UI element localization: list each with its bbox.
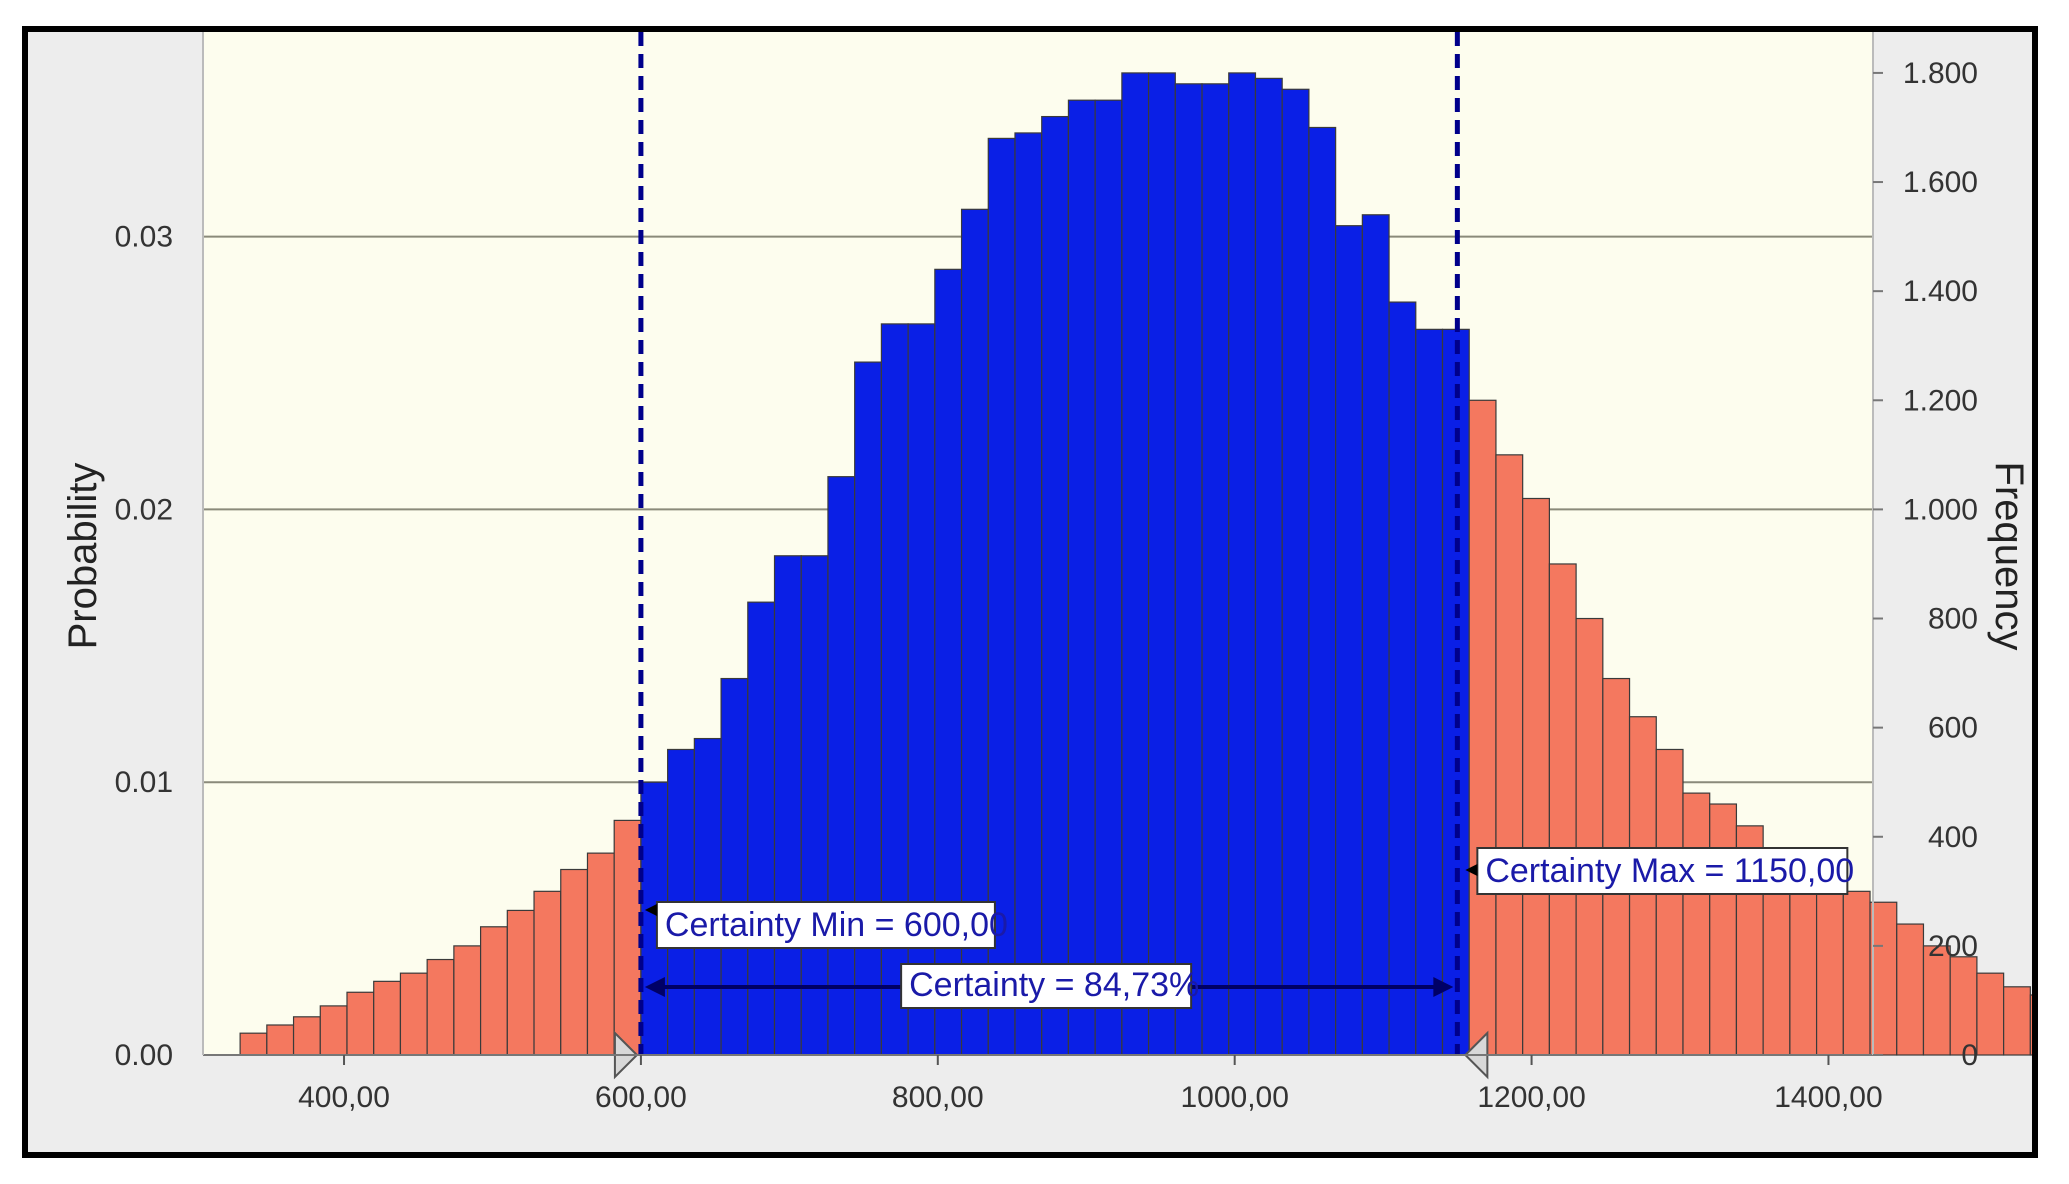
x-tick-label: 1400,00 <box>1774 1081 1882 1114</box>
y-tick-label: 0.01 <box>115 766 173 799</box>
y2-tick-label: 1.600 <box>1903 166 1978 199</box>
histogram-bar <box>1682 792 1711 1056</box>
histogram-bar <box>1575 617 1604 1056</box>
histogram-bar <box>560 868 589 1056</box>
certainty-max-label-box <box>1476 847 1849 895</box>
histogram-bar <box>239 1032 268 1056</box>
histogram-bar <box>426 958 455 1056</box>
y2-axis-title: Frequency <box>1987 462 2031 651</box>
histogram-bar <box>399 972 428 1056</box>
histogram-bar <box>1388 301 1417 1056</box>
y2-tick-label: 800 <box>1928 603 1978 636</box>
histogram-bar <box>1468 399 1497 1056</box>
x-tick-label: 600,00 <box>595 1081 687 1114</box>
histogram-bar <box>1281 88 1310 1056</box>
x-tick-label: 800,00 <box>892 1081 984 1114</box>
y2-tick-label: 1.000 <box>1903 493 1978 526</box>
histogram-bar <box>1094 99 1123 1056</box>
histogram-bar <box>1922 945 1951 1056</box>
certainty-max-pointer <box>1465 864 1478 876</box>
y2-tick-label: 400 <box>1928 821 1978 854</box>
certainty-min-label-text: Certainty Min = 600,00 <box>665 906 1008 944</box>
histogram-bar <box>1067 99 1096 1056</box>
histogram-bar <box>586 852 615 1056</box>
y2-tick-label: 1.400 <box>1903 275 1978 308</box>
y-axis-title: Probability <box>61 463 105 650</box>
histogram-bar <box>479 926 508 1056</box>
histogram-bar <box>266 1024 295 1056</box>
histogram-bar <box>346 991 375 1056</box>
histogram-bar <box>1147 72 1176 1056</box>
histogram-bar <box>1335 225 1363 1056</box>
y2-tick-label: 200 <box>1928 930 1978 963</box>
histogram-bar <box>1495 454 1524 1056</box>
y-tick-label: 0.02 <box>115 493 173 526</box>
histogram-bar <box>1228 72 1257 1056</box>
histogram-bar <box>854 361 882 1056</box>
histogram-bar <box>453 945 482 1056</box>
histogram-bar <box>506 909 535 1056</box>
certainty-label-box <box>900 963 1193 1009</box>
histogram-bar <box>1949 956 1978 1056</box>
x-tick-label: 1000,00 <box>1180 1081 1288 1114</box>
histogram-bar <box>319 1005 348 1056</box>
histogram-bar <box>1174 83 1203 1056</box>
certainty-min-label-box <box>655 901 996 949</box>
certainty-arrow-head-right <box>1433 977 1454 997</box>
certainty-min-pointer <box>644 904 657 916</box>
histogram-bar <box>1014 132 1043 1056</box>
histogram-bar <box>693 737 722 1056</box>
histogram-bar <box>1709 803 1738 1056</box>
histogram-bar <box>1121 72 1150 1056</box>
histogram-bar <box>1842 890 1871 1056</box>
y2-tick-label: 600 <box>1928 712 1978 745</box>
certainty-callouts: Certainty Min = 600,00 Certainty Max = 11… <box>644 847 1854 1009</box>
histogram-bar <box>1415 328 1444 1056</box>
histogram-bar <box>800 555 829 1056</box>
x-tick-label: 400,00 <box>298 1081 390 1114</box>
y2-tick-label: 1.800 <box>1903 57 1978 90</box>
histogram-bar <box>720 677 749 1056</box>
histogram-bar <box>1201 83 1230 1056</box>
histogram-bar <box>1869 901 1898 1056</box>
histogram-bar <box>1522 497 1550 1056</box>
chart-frame: 400,00 600,00 800,00 1000,00 1200,00 1400,00 0… <box>22 26 2038 1158</box>
y2-tick-label: 1.200 <box>1903 384 1978 417</box>
histogram-bar <box>1308 126 1337 1056</box>
histogram-bar <box>613 819 642 1056</box>
histogram-bar <box>1976 972 2005 1056</box>
histogram-bar <box>533 890 562 1056</box>
certainty-max-label-text: Certainty Max = 1150,00 <box>1485 852 1854 890</box>
histogram-bar <box>1254 77 1283 1056</box>
histogram-bar <box>827 476 856 1056</box>
histogram-bar <box>747 601 776 1056</box>
histogram-bar <box>1041 115 1070 1056</box>
chart: 400,00 600,00 800,00 1000,00 1200,00 1400,00 0… <box>61 32 2032 1114</box>
histogram-bar <box>1655 748 1684 1056</box>
histogram-bar <box>2003 986 2031 1056</box>
y-tick-label: 0.03 <box>115 221 173 254</box>
axes: 400,00 600,00 800,00 1000,00 1200,00 1400,00 0… <box>115 32 1978 1114</box>
x-tick-label: 1200,00 <box>1477 1081 1585 1114</box>
certainty-arrow-head-left <box>644 977 665 997</box>
histogram-bar <box>373 980 402 1056</box>
y2-tick-label: 0 <box>1961 1039 1978 1072</box>
histogram-bar <box>2029 994 2032 1056</box>
certainty-label-text: Certainty = 84,73% <box>909 966 1199 1004</box>
histogram-bar <box>1896 923 1925 1056</box>
histogram-bar <box>292 1016 321 1056</box>
y-tick-label: 0.00 <box>115 1039 173 1072</box>
histogram-bar <box>1815 879 1844 1056</box>
histogram-bar <box>1361 214 1390 1056</box>
histogram-bar <box>1548 563 1577 1056</box>
histogram-bar <box>773 555 802 1056</box>
